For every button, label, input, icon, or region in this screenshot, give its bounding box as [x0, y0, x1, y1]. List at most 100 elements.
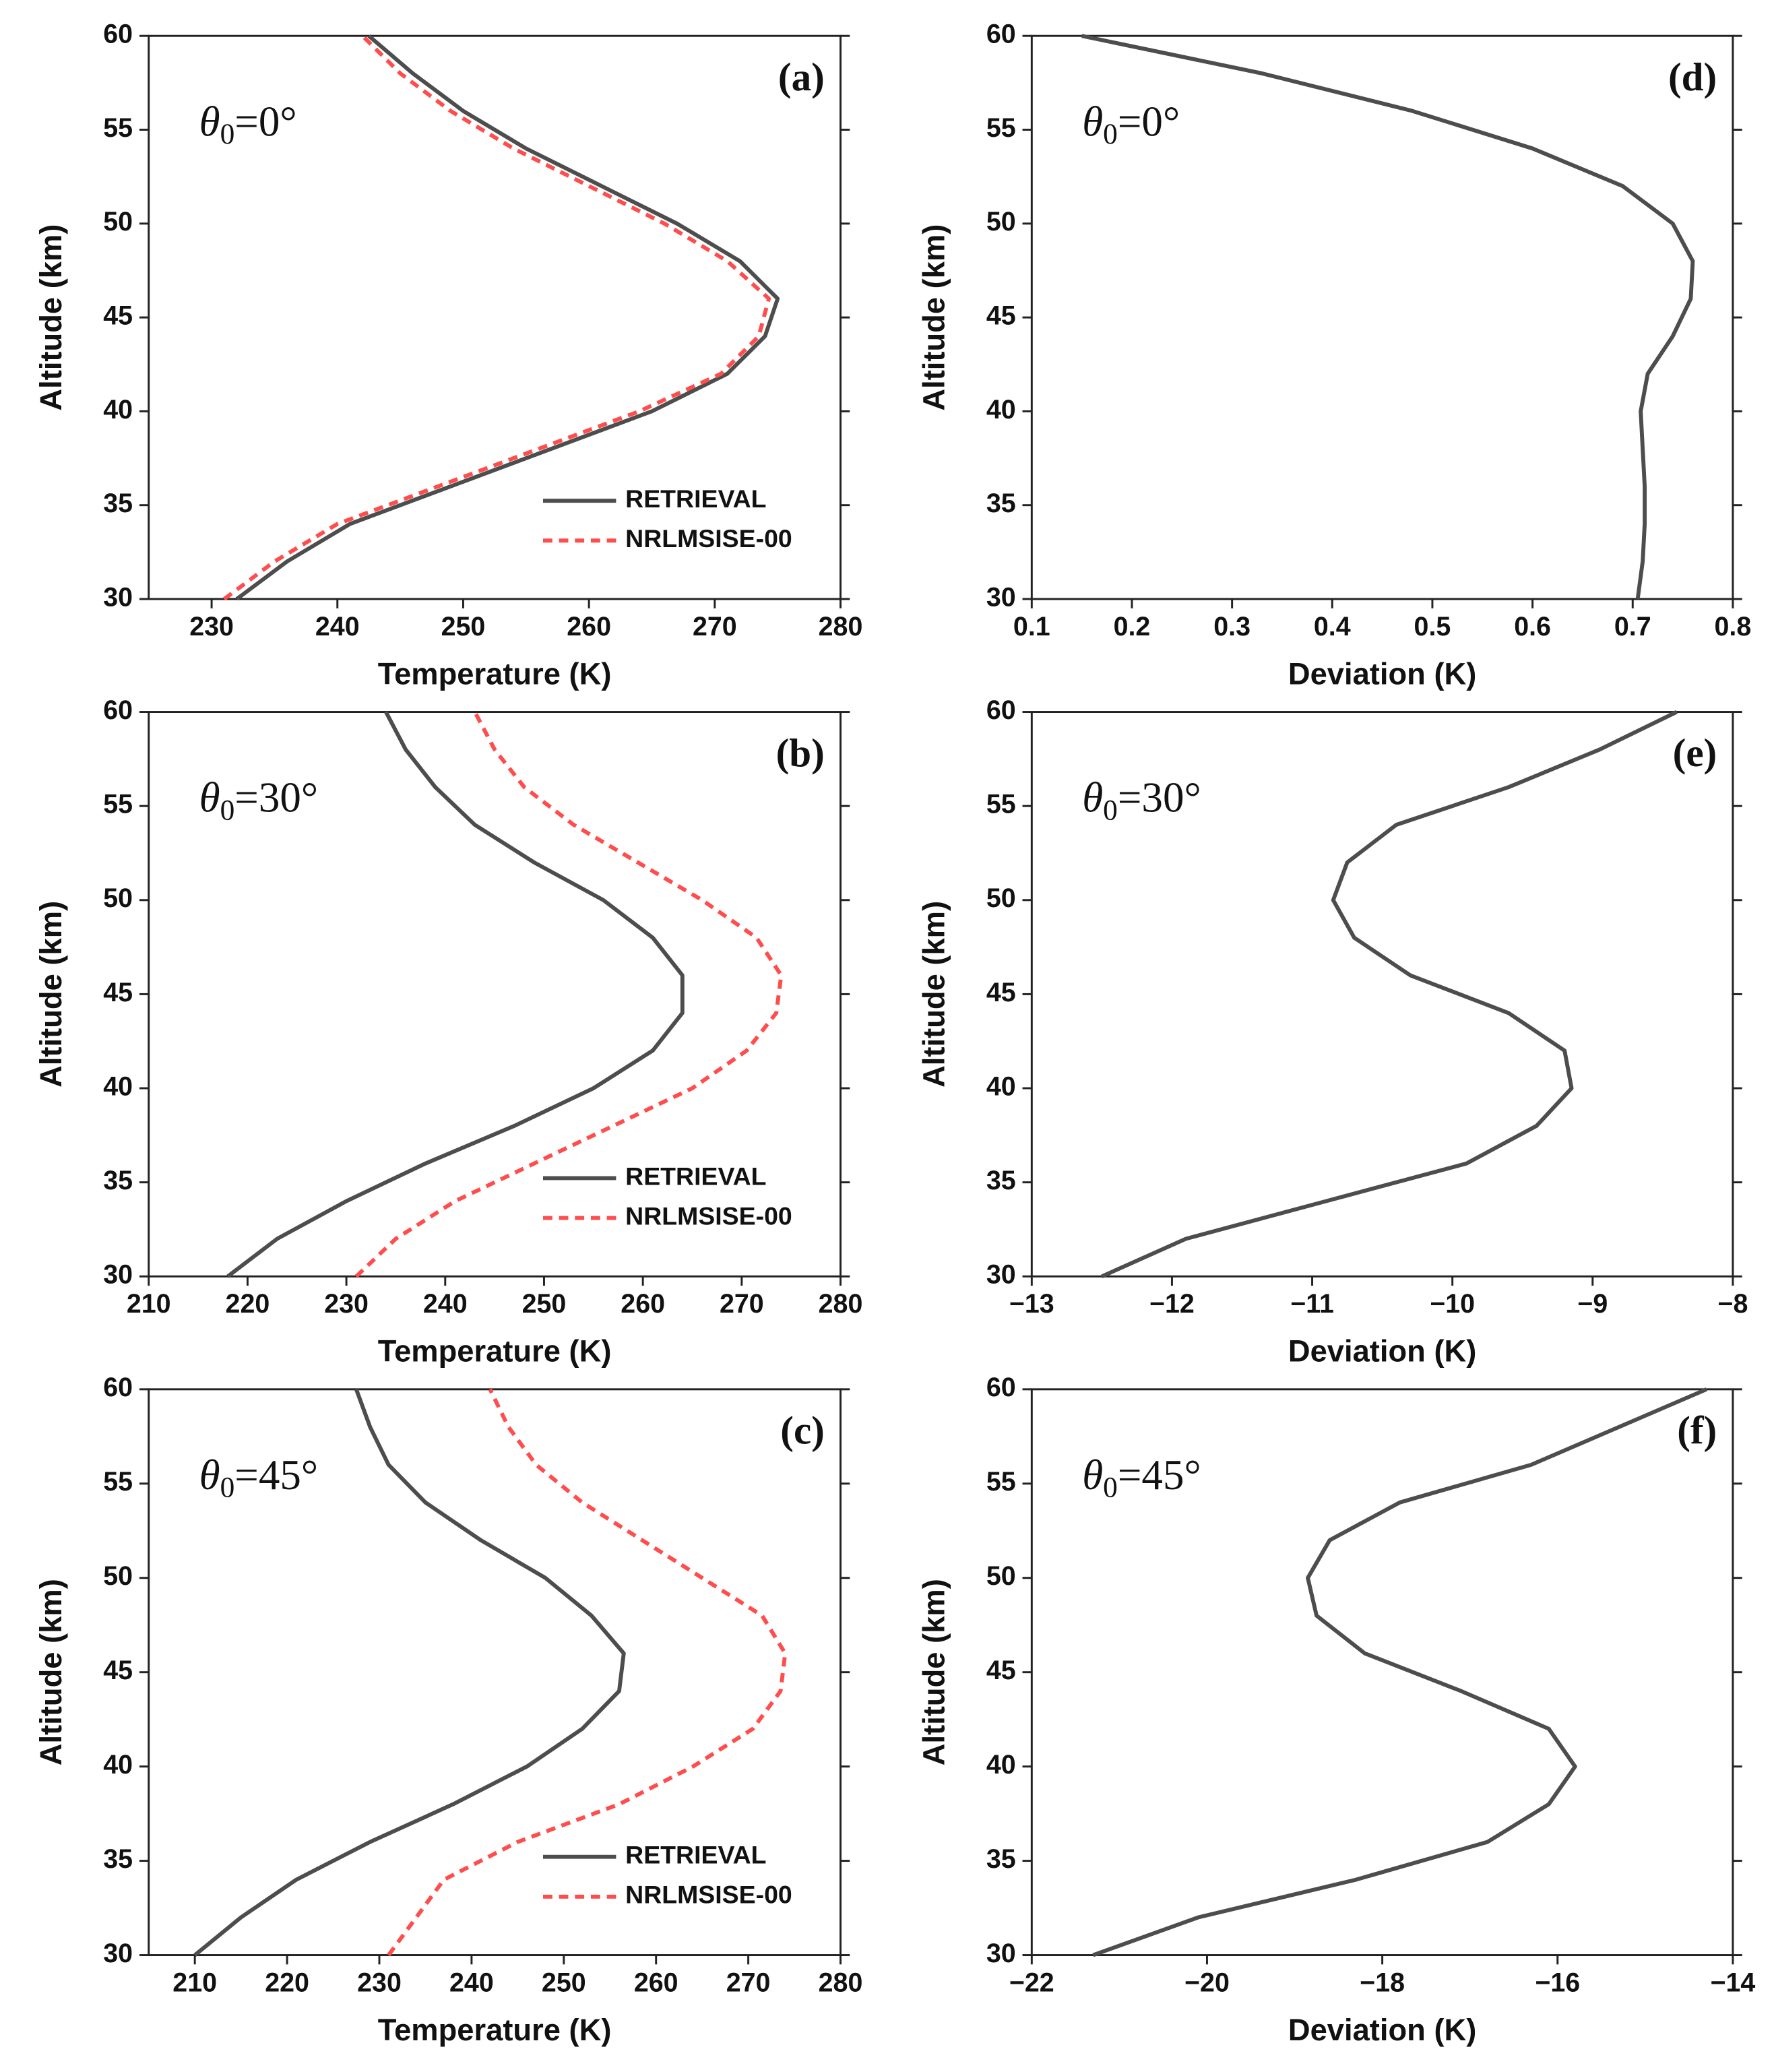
y-axis-label: Altitude (km) — [34, 1579, 68, 1765]
data-line — [235, 34, 780, 601]
annotation-sub: 0 — [1103, 1472, 1118, 1504]
y-tick-label: 45 — [986, 978, 1016, 1007]
y-tick-label: 50 — [103, 1561, 133, 1591]
y-axis-label: Altitude (km) — [916, 224, 951, 411]
y-tick-label: 30 — [103, 1260, 133, 1290]
legend-label: NRLMSISE-00 — [625, 1881, 792, 1909]
data-line — [1092, 1387, 1708, 1957]
x-axis-label: Temperature (K) — [378, 2013, 612, 2047]
y-tick-label: 40 — [103, 1071, 133, 1101]
y-tick-label: 50 — [103, 883, 133, 913]
data-line — [226, 711, 685, 1278]
y-tick-label: 30 — [986, 582, 1016, 612]
x-axis-label: Deviation (K) — [1288, 656, 1477, 691]
x-tick-label: 260 — [567, 612, 611, 641]
panel-label: (d) — [1668, 55, 1717, 99]
panel-label: (b) — [776, 730, 825, 775]
annotation-value: =30° — [1118, 774, 1201, 821]
x-axis-label: Temperature (K) — [378, 1334, 612, 1369]
panel: 30 35 40 45 50 55 60 −22 −20 −18 −16 −14 Deviation (… — [916, 1373, 1755, 2047]
legend-label: RETRIEVAL — [625, 1162, 766, 1190]
x-tick-label: −18 — [1360, 1968, 1405, 1997]
annotation-value: =0° — [234, 98, 296, 146]
y-tick-label: 50 — [986, 883, 1016, 913]
x-tick-label: 250 — [542, 1968, 586, 1997]
y-tick-label: 50 — [103, 207, 133, 237]
x-tick-label: 280 — [819, 612, 863, 641]
annotation-value: =0° — [1118, 98, 1180, 146]
legend-label: NRLMSISE-00 — [625, 524, 792, 553]
y-axis-label: Altitude (km) — [916, 901, 951, 1088]
x-tick-label: 0.5 — [1414, 612, 1451, 641]
panel-label: (a) — [778, 55, 825, 99]
x-tick-label: 250 — [441, 612, 486, 641]
y-tick-label: 60 — [103, 20, 133, 49]
y-tick-label: 35 — [103, 1166, 133, 1195]
x-tick-label: 220 — [265, 1968, 309, 1997]
x-tick-label: 0.4 — [1314, 612, 1351, 641]
x-tick-label: 260 — [634, 1968, 678, 1997]
annotation-value: =45° — [1118, 1451, 1201, 1499]
x-tick-label: −10 — [1430, 1289, 1475, 1319]
y-tick-label: 30 — [103, 582, 133, 612]
y-tick-label: 40 — [103, 395, 133, 425]
x-tick-label: 230 — [324, 1289, 369, 1319]
x-tick-label: 210 — [172, 1968, 217, 1997]
y-tick-label: 40 — [986, 395, 1016, 425]
annotation-symbol: θ — [1082, 774, 1103, 821]
x-tick-label: 250 — [522, 1289, 567, 1319]
annotation-symbol: θ — [1082, 98, 1103, 146]
y-tick-label: 40 — [986, 1071, 1016, 1101]
panel: 30 35 40 45 50 55 60 −13 −12 −11 −10 −9 −8 Deviation … — [916, 695, 1748, 1369]
x-axis-label: Deviation (K) — [1288, 2013, 1477, 2047]
x-tick-label: −9 — [1577, 1289, 1608, 1319]
x-tick-label: −11 — [1290, 1289, 1334, 1319]
y-tick-label: 35 — [103, 1844, 133, 1874]
y-axis-label: Altitude (km) — [34, 224, 68, 411]
legend-label: RETRIEVAL — [625, 484, 766, 513]
y-tick-label: 45 — [986, 301, 1016, 331]
x-tick-label: 0.8 — [1715, 612, 1752, 641]
annotation-sub: 0 — [1103, 118, 1118, 150]
y-tick-label: 45 — [986, 1656, 1016, 1685]
annotation-sub: 0 — [220, 1472, 235, 1504]
y-tick-label: 30 — [986, 1260, 1016, 1290]
y-axis-label: Altitude (km) — [34, 901, 68, 1088]
y-tick-label: 60 — [986, 20, 1016, 49]
y-tick-label: 55 — [103, 1467, 133, 1497]
y-tick-label: 50 — [986, 1561, 1016, 1591]
annotation-sub: 0 — [1103, 794, 1118, 826]
panel-label: (c) — [780, 1408, 825, 1452]
annotation-sub: 0 — [220, 118, 235, 150]
y-tick-label: 60 — [986, 1373, 1016, 1402]
y-tick-label: 30 — [986, 1939, 1016, 1968]
annotation-sub: 0 — [220, 794, 235, 826]
y-tick-label: 50 — [986, 207, 1016, 237]
annotation-value: =45° — [234, 1451, 318, 1499]
data-line — [354, 711, 784, 1278]
annotation: θ0=45° — [199, 1451, 319, 1503]
annotation-symbol: θ — [199, 98, 220, 146]
y-tick-label: 60 — [103, 695, 133, 725]
x-tick-label: 210 — [127, 1289, 171, 1319]
y-tick-label: 55 — [103, 113, 133, 143]
y-tick-label: 55 — [986, 790, 1016, 819]
x-tick-label: 0.2 — [1114, 612, 1151, 641]
y-tick-label: 60 — [986, 695, 1016, 725]
annotation: θ0=0° — [199, 98, 297, 150]
panel: 30 35 40 45 50 55 60 210 220 230 240 250 260 270 280 Te… — [34, 1373, 863, 2047]
y-tick-label: 45 — [103, 1656, 133, 1685]
x-axis-label: Deviation (K) — [1288, 1334, 1477, 1369]
y-tick-label: 35 — [986, 1844, 1016, 1874]
panel: 30 35 40 45 50 55 60 230 240 250 260 270 280 Temperat… — [34, 20, 863, 691]
x-tick-label: 280 — [819, 1968, 863, 1997]
x-tick-label: 0.1 — [1013, 612, 1050, 641]
y-tick-label: 55 — [986, 1467, 1016, 1497]
x-tick-label: 230 — [189, 612, 234, 641]
x-tick-label: −16 — [1535, 1968, 1580, 1997]
x-tick-label: −12 — [1149, 1289, 1195, 1319]
y-tick-label: 30 — [103, 1939, 133, 1968]
data-line — [1081, 34, 1695, 600]
